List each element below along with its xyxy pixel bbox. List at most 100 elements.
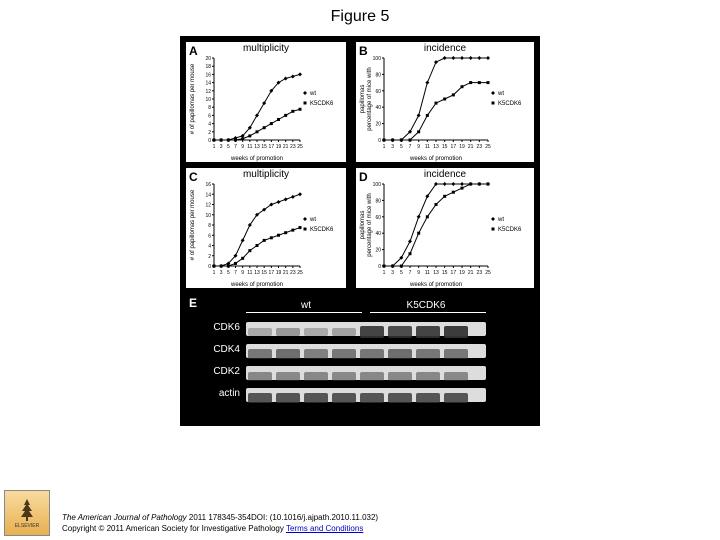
band [304,349,328,358]
band [416,349,440,359]
figure-title: Figure 5 [0,0,720,26]
svg-text:20: 20 [375,248,381,254]
band [444,372,468,381]
svg-text:16: 16 [205,72,211,78]
band [416,326,440,337]
svg-text:6: 6 [208,113,211,119]
band [332,393,356,404]
panel-a-chart: 13579111315171921232502468101214161820we… [186,42,346,162]
svg-text:18: 18 [205,64,211,70]
svg-text:60: 60 [375,89,381,95]
group-label-wt: wt [286,300,326,311]
svg-text:25: 25 [485,270,491,276]
svg-text:wt: wt [309,91,316,97]
gel-label-cdk2: CDK2 [194,366,244,377]
svg-text:papillomas: papillomas [360,85,366,114]
svg-text:9: 9 [417,270,420,276]
svg-text:3: 3 [391,270,394,276]
svg-text:40: 40 [375,231,381,237]
svg-text:23: 23 [290,144,296,150]
svg-text:1: 1 [383,144,386,150]
svg-text:13: 13 [433,270,439,276]
svg-text:17: 17 [451,270,457,276]
citation-line: The American Journal of Pathology 2011 1… [62,513,712,523]
svg-text:3: 3 [220,270,223,276]
band [248,393,272,404]
svg-text:11: 11 [247,144,252,150]
band [388,349,412,359]
svg-text:14: 14 [205,192,211,198]
svg-text:14: 14 [205,81,211,87]
svg-text:19: 19 [276,144,282,150]
gel-label-cdk4: CDK4 [194,344,244,355]
svg-text:15: 15 [261,270,267,276]
band [388,326,412,337]
svg-text:8: 8 [208,223,211,229]
band [276,372,300,381]
group-line-k5cdk6 [370,312,486,313]
svg-text:19: 19 [276,270,282,276]
band [444,393,468,404]
band [332,328,356,336]
svg-text:21: 21 [468,144,474,150]
band [304,372,328,381]
footer: The American Journal of Pathology 2011 1… [8,513,712,534]
svg-text:13: 13 [254,144,260,150]
svg-text:15: 15 [442,270,448,276]
svg-text:80: 80 [375,72,381,78]
band [304,393,328,404]
panel-c: C multiplicity 1357911131517192123250246… [186,168,346,288]
band [332,372,356,381]
svg-text:papillomas: papillomas [360,211,366,240]
svg-text:100: 100 [373,56,382,62]
svg-text:0: 0 [378,264,381,270]
terms-link[interactable]: Terms and Conditions [286,524,363,533]
svg-text:4: 4 [208,122,211,128]
band [416,372,440,381]
svg-text:weeks of promotion: weeks of promotion [230,156,283,162]
svg-text:K5CDK6: K5CDK6 [498,227,522,233]
svg-text:1: 1 [213,144,216,150]
svg-text:0: 0 [208,264,211,270]
svg-text:5: 5 [400,144,403,150]
svg-text:3: 3 [391,144,394,150]
svg-text:5: 5 [227,270,230,276]
svg-text:10: 10 [205,97,211,103]
svg-text:21: 21 [283,144,289,150]
svg-text:25: 25 [297,144,303,150]
svg-text:2: 2 [208,130,211,136]
svg-text:17: 17 [451,144,457,150]
band [444,326,468,338]
svg-text:9: 9 [241,270,244,276]
svg-text:11: 11 [247,270,252,276]
band [360,372,384,381]
svg-text:12: 12 [205,89,211,95]
svg-text:10: 10 [205,213,211,219]
panel-b: B incidence 1357911131517192123250204060… [356,42,534,162]
svg-text:21: 21 [468,270,474,276]
svg-text:# of papillomas per mouse: # of papillomas per mouse [190,63,196,134]
svg-text:16: 16 [205,182,211,188]
gel-row-actin [246,388,486,402]
svg-text:9: 9 [241,144,244,150]
group-line-wt [246,312,362,313]
band [248,328,272,336]
band [276,328,300,336]
svg-text:25: 25 [297,270,303,276]
svg-text:20: 20 [375,122,381,128]
panel-e: E wtK5CDK6CDK6CDK4CDK2actin [186,294,534,420]
gel-label-actin: actin [194,388,244,399]
svg-text:12: 12 [205,203,211,209]
svg-text:1: 1 [383,270,386,276]
svg-text:K5CDK6: K5CDK6 [310,227,334,233]
band [360,326,384,337]
band [360,349,384,359]
svg-text:weeks of promotion: weeks of promotion [409,282,462,288]
svg-text:40: 40 [375,105,381,111]
panel-c-chart: 1357911131517192123250246810121416weeks … [186,168,346,288]
panel-d: D incidence 1357911131517192123250204060… [356,168,534,288]
gel-row-cdk2 [246,366,486,380]
band [416,393,440,404]
svg-text:0: 0 [208,138,211,144]
svg-text:15: 15 [261,144,267,150]
